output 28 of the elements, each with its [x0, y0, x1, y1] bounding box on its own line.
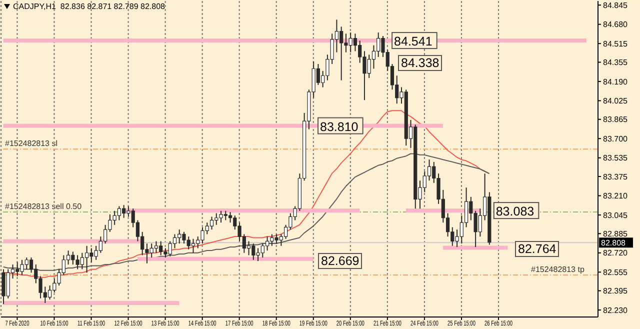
annotation: 84.338 — [398, 55, 442, 71]
annotation: 82.764 — [515, 241, 560, 257]
y-tick-label: 82.230 — [603, 306, 628, 315]
annotation: 82.669 — [318, 253, 362, 269]
ref-line-label: #152482813 sl — [5, 139, 58, 148]
y-tick-label: 83.865 — [603, 115, 628, 124]
y-tick-label: 82.555 — [603, 268, 628, 277]
chart-title: CADJPY,H1 82.836 82.871 82.789 82.808 — [13, 2, 165, 11]
ref-line-label: #152482813 tp — [531, 265, 585, 274]
annotation: 84.541 — [394, 34, 432, 49]
ref-line-label: #152482813 sell 0.50 — [5, 202, 82, 212]
y-tick-label: 84.190 — [603, 77, 628, 86]
y-tick-label: 83.045 — [603, 210, 628, 220]
annotation: 83.810 — [320, 120, 358, 134]
y-tick-label: 83.535 — [603, 154, 628, 163]
y-tick-label: 84.515 — [603, 39, 628, 48]
y-tick-label: 83.375 — [603, 172, 628, 182]
y-tick-label: 83.700 — [603, 134, 628, 144]
y-tick-label: 82.720 — [603, 248, 628, 258]
y-tick-label: 84.845 — [603, 0, 628, 10]
ref-line-label: 82.808 — [601, 238, 626, 248]
y-tick-label: 82.395 — [603, 286, 628, 296]
y-tick-label: 84.680 — [603, 20, 628, 30]
y-tick-label: 84.355 — [603, 58, 628, 68]
y-tick-label: 83.210 — [603, 192, 628, 201]
annotation: 83.083 — [496, 204, 534, 219]
y-tick-label: 82.885 — [603, 229, 628, 238]
y-tick-label: 84.025 — [603, 96, 628, 106]
